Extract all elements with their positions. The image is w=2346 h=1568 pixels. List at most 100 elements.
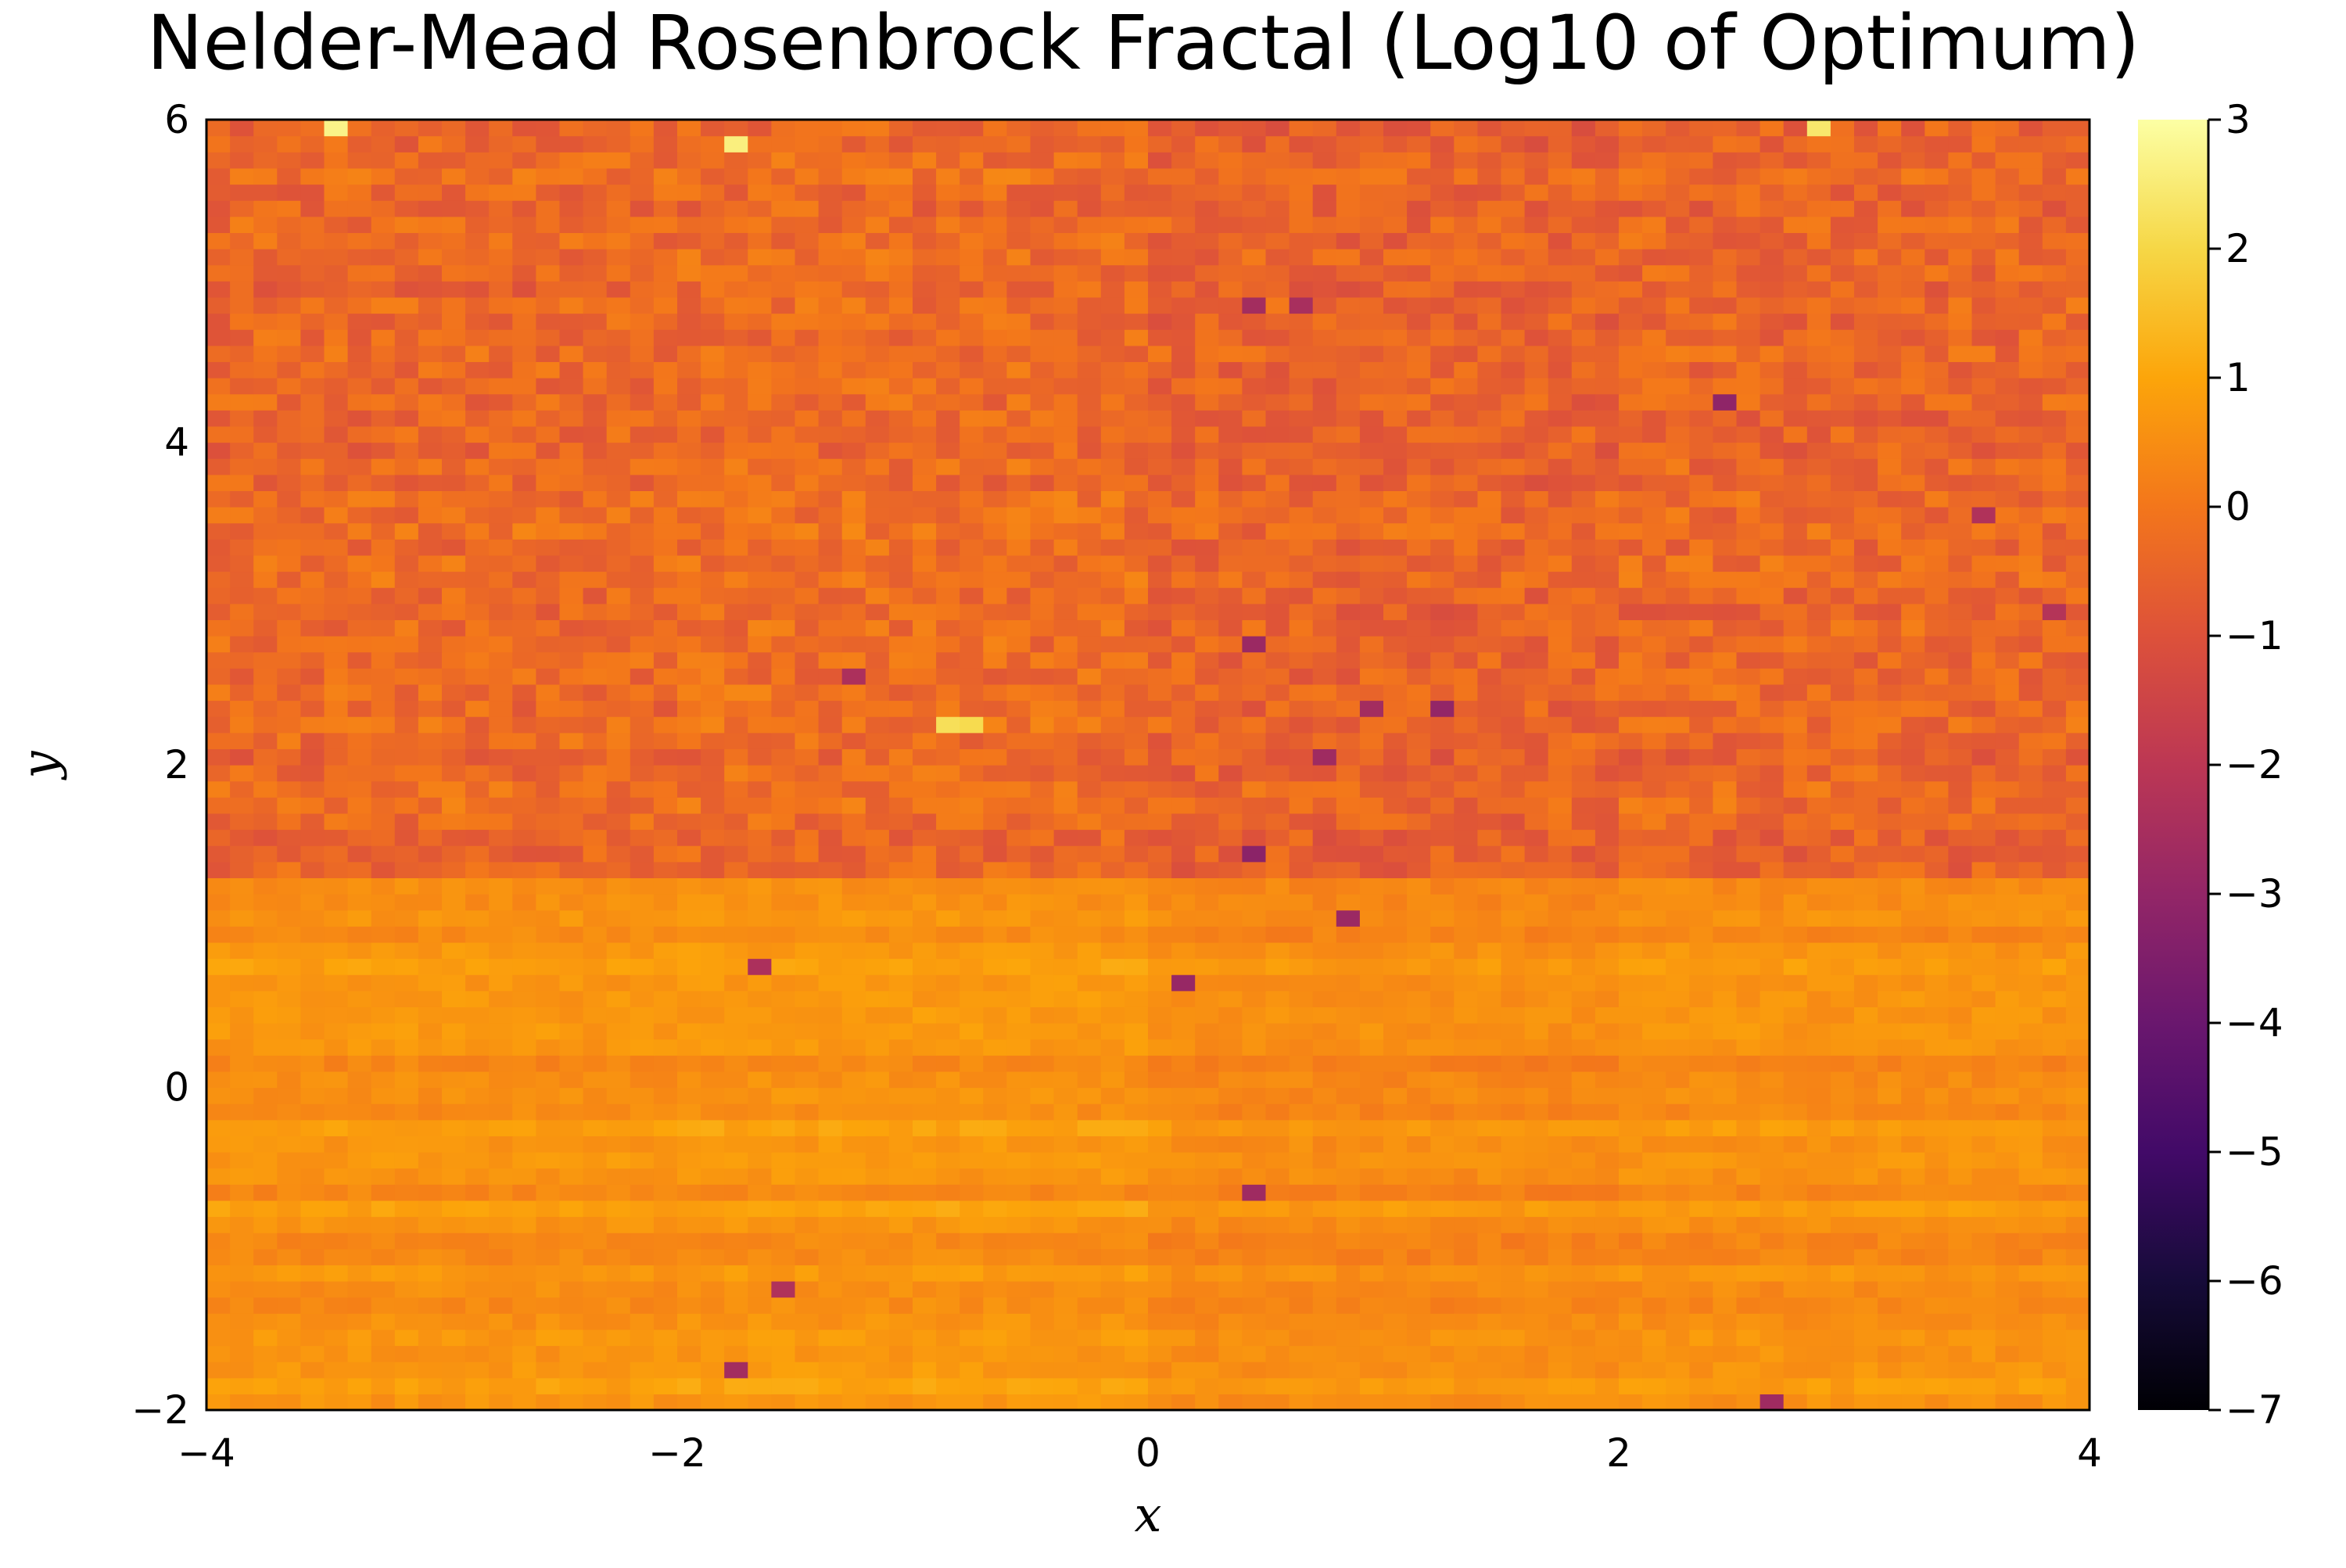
heatmap-cell [606, 780, 631, 798]
heatmap-cell [841, 1313, 866, 1330]
heatmap-cell [795, 990, 820, 1007]
heatmap-cell [1925, 990, 1949, 1007]
heatmap-cell [1218, 1087, 1243, 1104]
heatmap-cell [465, 603, 490, 620]
heatmap-cell [1666, 1216, 1690, 1233]
heatmap-cell [1713, 748, 1738, 766]
heatmap-cell [1666, 651, 1690, 669]
heatmap-cell [795, 829, 820, 846]
heatmap-cell [1218, 861, 1243, 878]
heatmap-cell [1642, 732, 1666, 749]
heatmap-cell [230, 587, 254, 605]
heatmap-cell [1265, 1168, 1290, 1185]
heatmap-cell [1736, 522, 1761, 540]
heatmap-cell [1854, 1362, 1878, 1379]
heatmap-cell [442, 1281, 466, 1298]
heatmap-cell [465, 393, 490, 411]
heatmap-cell [2065, 829, 2090, 846]
heatmap-cell [1195, 587, 1219, 605]
heatmap-cell [606, 458, 631, 475]
heatmap-cell [1359, 942, 1384, 960]
heatmap-cell [913, 765, 937, 782]
heatmap-cell [1430, 1377, 1455, 1394]
heatmap-cell [206, 877, 231, 895]
heatmap-cell [1501, 748, 1526, 766]
heatmap-cell [841, 619, 866, 637]
heatmap-cell [1171, 1087, 1196, 1104]
heatmap-cell [1925, 1394, 1949, 1411]
heatmap-cell [960, 716, 984, 734]
heatmap-cell [795, 1233, 820, 1250]
heatmap-cell [1053, 1119, 1078, 1136]
heatmap-cell [2042, 797, 2067, 814]
heatmap-cell [1077, 1233, 1102, 1250]
heatmap-cell [888, 539, 913, 556]
heatmap-cell [913, 748, 937, 766]
heatmap-cell [583, 684, 608, 701]
heatmap-cell [983, 522, 1007, 540]
heatmap-cell [1336, 1039, 1361, 1056]
heatmap-cell [1806, 1087, 1831, 1104]
heatmap-cell [253, 1394, 278, 1411]
heatmap-cell [1148, 522, 1172, 540]
heatmap-cell [1030, 1200, 1055, 1218]
heatmap-cell [1454, 651, 1478, 669]
heatmap-cell [1830, 522, 1855, 540]
heatmap-cell [1289, 1362, 1314, 1379]
heatmap-cell [1336, 1233, 1361, 1250]
heatmap-cell [465, 910, 490, 927]
heatmap-cell [1359, 522, 1384, 540]
heatmap-cell [1242, 700, 1267, 717]
heatmap-cell [1948, 1377, 1973, 1394]
heatmap-cell [701, 410, 725, 427]
heatmap-cell [936, 474, 960, 491]
heatmap-cell [230, 813, 254, 831]
heatmap-cell [1030, 393, 1055, 411]
heatmap-cell [1854, 410, 1878, 427]
heatmap-cell [748, 1362, 772, 1379]
heatmap-cell [748, 780, 772, 798]
heatmap-cell [1736, 603, 1761, 620]
heatmap-cell [583, 571, 608, 588]
heatmap-cell [1948, 1297, 1973, 1314]
heatmap-cell [2065, 1119, 2090, 1136]
heatmap-cell [1053, 1006, 1078, 1024]
heatmap-cell [1878, 845, 1902, 863]
heatmap-cell [1666, 668, 1690, 685]
heatmap-cell [1878, 1071, 1902, 1089]
heatmap-cell [1430, 1071, 1455, 1089]
heatmap-cell [1878, 1265, 1902, 1282]
heatmap-cell [418, 587, 443, 605]
heatmap-cell [1830, 668, 1855, 685]
heatmap-cell [1594, 571, 1620, 588]
heatmap-cell [630, 425, 655, 443]
heatmap-cell [206, 539, 231, 556]
heatmap-cell [1619, 1023, 1643, 1040]
heatmap-cell [2042, 684, 2067, 701]
heatmap-cell [465, 1184, 490, 1201]
heatmap-cell [512, 442, 536, 459]
heatmap-cell [324, 990, 349, 1007]
heatmap-cell [1548, 1055, 1573, 1072]
heatmap-cell [512, 894, 536, 911]
heatmap-cell [1713, 651, 1738, 669]
heatmap-cell [1524, 1313, 1549, 1330]
heatmap-cell [1383, 1394, 1408, 1411]
heatmap-cell [559, 668, 584, 685]
heatmap-cell [1030, 958, 1055, 975]
heatmap-cell [913, 845, 937, 863]
heatmap-cell [2042, 1023, 2067, 1040]
heatmap-cell [442, 1023, 466, 1040]
heatmap-cell [206, 700, 231, 717]
heatmap-cell [1830, 765, 1855, 782]
heatmap-cell [1619, 748, 1643, 766]
heatmap-cell [771, 1055, 796, 1072]
heatmap-cell [748, 732, 772, 749]
heatmap-cell [795, 636, 820, 653]
heatmap-cell [1806, 474, 1831, 491]
heatmap-cell [1053, 554, 1078, 572]
heatmap-cell [1195, 1297, 1219, 1314]
heatmap-cell [960, 1168, 984, 1185]
heatmap-cell [1501, 522, 1526, 540]
heatmap-cell [1783, 1152, 1808, 1169]
